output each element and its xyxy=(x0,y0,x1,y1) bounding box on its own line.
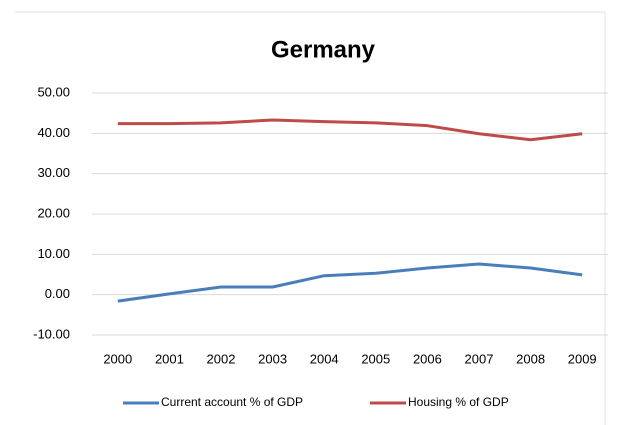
y-tick-label: 20.00 xyxy=(37,205,70,220)
x-tick-label: 2002 xyxy=(207,351,236,366)
line xyxy=(117,118,583,142)
x-tick-label: 2007 xyxy=(465,351,494,366)
x-tick-label: 2000 xyxy=(103,351,132,366)
x-tick-label: 2009 xyxy=(568,351,597,366)
x-tick-label: 2005 xyxy=(361,351,390,366)
x-tick-label: 2004 xyxy=(310,351,339,366)
x-tick-label: 2008 xyxy=(516,351,545,366)
chart-title: Germany xyxy=(271,36,376,63)
y-tick-label: 30.00 xyxy=(37,165,70,180)
y-tick-label: -10.00 xyxy=(33,326,70,341)
y-tick-label: 50.00 xyxy=(37,84,70,99)
line xyxy=(117,262,583,303)
y-tick-label: 40.00 xyxy=(37,125,70,140)
x-tick-label: 2001 xyxy=(155,351,184,366)
y-tick-label: 10.00 xyxy=(37,246,70,261)
legend-label: Housing % of GDP xyxy=(408,395,509,409)
y-tick-label: 0.00 xyxy=(45,286,70,301)
x-tick-label: 2003 xyxy=(258,351,287,366)
legend-label: Current account % of GDP xyxy=(161,395,303,409)
x-tick-label: 2006 xyxy=(413,351,442,366)
